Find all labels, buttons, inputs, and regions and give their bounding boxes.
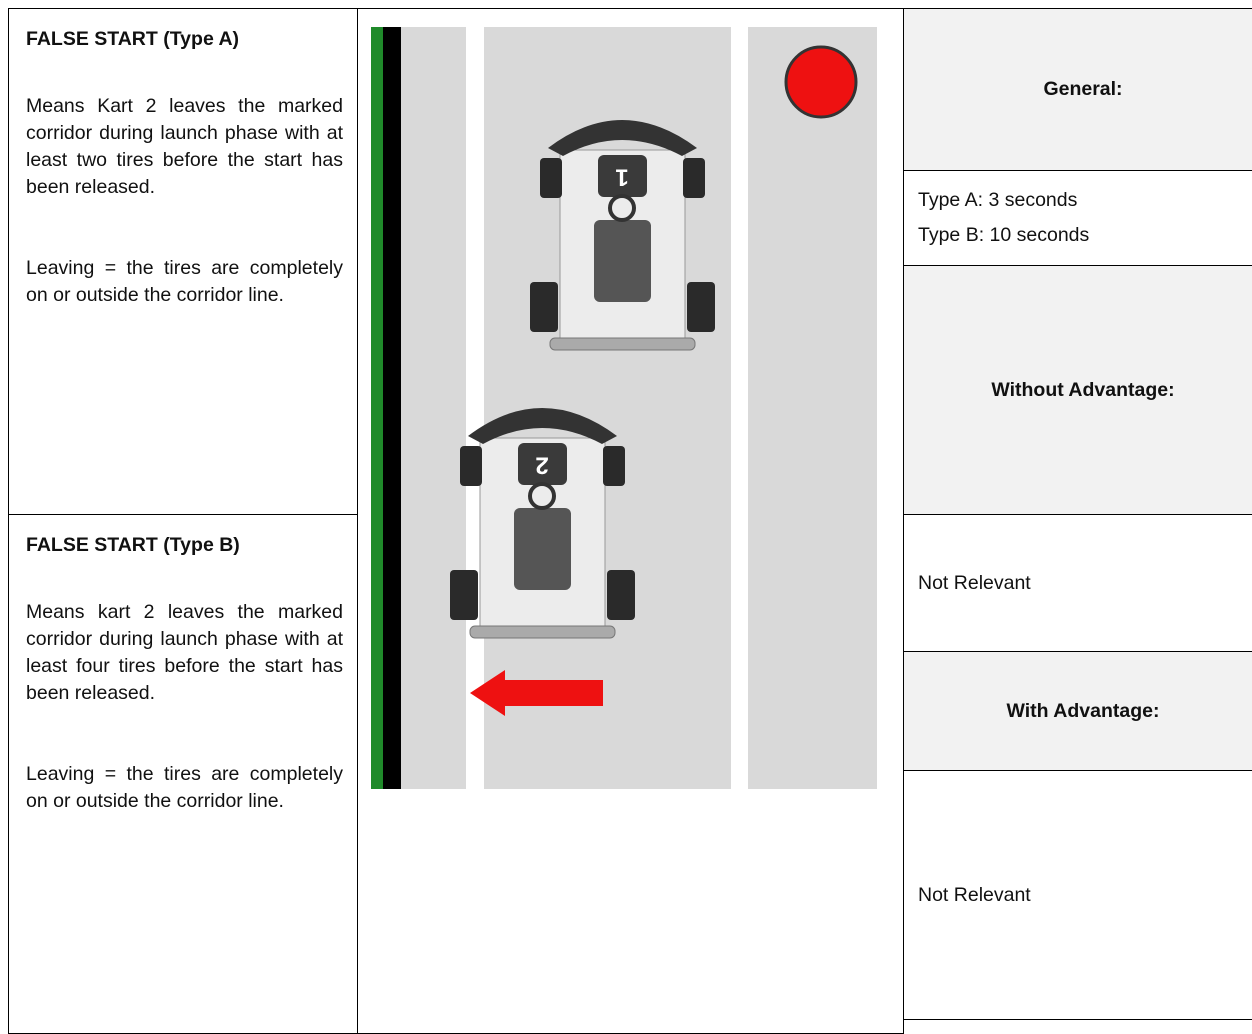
with-heading: With Advantage: xyxy=(903,651,1252,771)
red-light xyxy=(784,45,858,119)
wheel xyxy=(528,482,556,510)
nose xyxy=(598,155,647,197)
arrow xyxy=(470,670,603,716)
type-b-cell: FALSE START (Type B) Means kart 2 leaves… xyxy=(8,514,358,1034)
page: FALSE START (Type A) Means Kart 2 leaves… xyxy=(8,8,1252,1034)
green-line xyxy=(371,27,383,789)
type-a-title: FALSE START (Type A) xyxy=(26,28,240,50)
tire xyxy=(460,446,482,486)
kart: 2 xyxy=(450,408,635,639)
type-b-desc: Means kart 2 leaves the marked corridor … xyxy=(26,601,343,704)
lane xyxy=(484,27,731,789)
without-text: Not Relevant xyxy=(918,571,1031,594)
type-a-cell: FALSE START (Type A) Means Kart 2 leaves… xyxy=(8,8,358,515)
seat xyxy=(594,220,651,302)
tire xyxy=(603,446,625,486)
general-heading: General: xyxy=(903,8,1252,171)
rear-bumper xyxy=(549,337,696,351)
with-text: Not Relevant xyxy=(918,883,1031,906)
kart-number: 1 xyxy=(615,164,628,191)
lane xyxy=(748,27,877,789)
tire xyxy=(530,282,558,332)
seat xyxy=(514,508,571,590)
without-heading: Without Advantage: xyxy=(903,265,1252,515)
nose xyxy=(518,443,567,485)
with-cell: Not Relevant xyxy=(903,770,1252,1020)
front-wing xyxy=(468,408,617,444)
kart: 1 xyxy=(530,120,715,351)
lane xyxy=(401,27,466,789)
rear-bumper xyxy=(469,625,616,639)
without-cell: Not Relevant xyxy=(903,514,1252,652)
illustration: 12 xyxy=(371,27,877,789)
tire xyxy=(607,570,635,620)
type-a-desc: Means Kart 2 leaves the marked corridor … xyxy=(26,95,343,198)
tire xyxy=(450,570,478,620)
type-b-title: FALSE START (Type B) xyxy=(26,534,240,556)
general-line: Type A: 3 seconds xyxy=(918,189,1078,211)
tire xyxy=(683,158,705,198)
general-cell: Type A: 3 seconds Type B: 10 seconds xyxy=(903,170,1252,266)
black-line xyxy=(383,27,401,789)
type-b-note: Leaving = the tires are completely on or… xyxy=(26,763,343,812)
type-a-note: Leaving = the tires are completely on or… xyxy=(26,257,343,306)
tire xyxy=(540,158,562,198)
general-line: Type B: 10 seconds xyxy=(918,224,1090,246)
front-wing xyxy=(548,120,697,156)
wheel xyxy=(608,194,636,222)
kart-number: 2 xyxy=(535,452,548,479)
tire xyxy=(687,282,715,332)
